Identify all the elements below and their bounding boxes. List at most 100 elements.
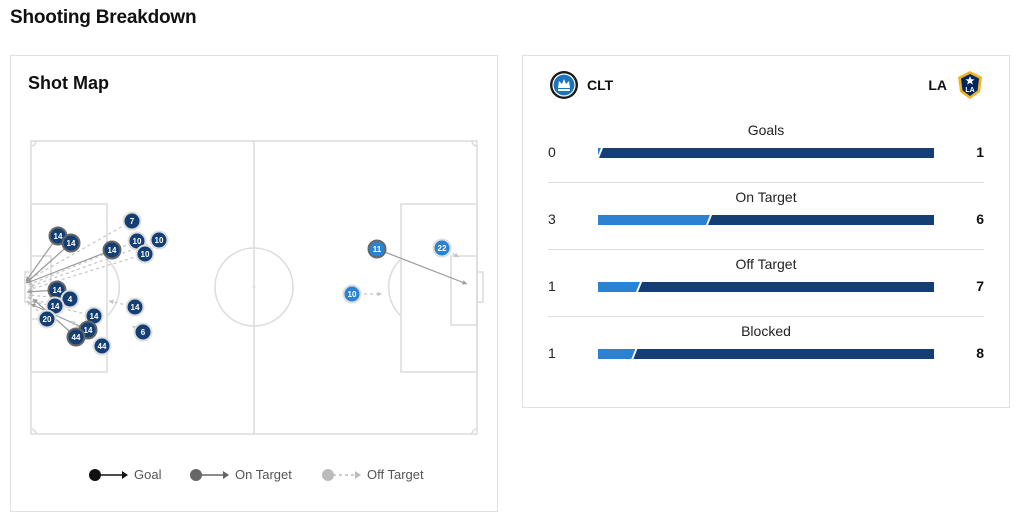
shot-arrowhead (27, 301, 32, 306)
center-spot (252, 285, 256, 289)
shot-marker[interactable]: 20 (37, 309, 57, 329)
shot-player-number: 10 (141, 250, 150, 259)
shot-player-number: 14 (131, 303, 140, 312)
stat-row-blocked: Blocked 1 8 (548, 317, 984, 384)
legend-on-target: On Target (189, 467, 292, 482)
stat-home-value: 3 (548, 211, 556, 227)
stat-bar-home (598, 349, 635, 359)
stat-bar (598, 349, 934, 359)
shot-marker[interactable]: 4 (60, 289, 80, 309)
stat-bar-away (708, 215, 934, 225)
shot-arrowhead (31, 303, 36, 308)
right-goal-area (450, 255, 478, 326)
shot-marker[interactable]: 10 (135, 244, 155, 264)
away-logo-monogram: LA (965, 87, 974, 94)
shot-marker[interactable]: 14 (61, 233, 81, 253)
shot-arrowhead (462, 280, 467, 285)
shot-player-number: 14 (90, 312, 99, 321)
charlotte-fc-crown-logo-icon (549, 70, 579, 100)
shot-player-number: 14 (84, 326, 93, 335)
shot-trajectory-line (26, 300, 48, 320)
shot-trajectory-line (108, 300, 136, 308)
shot-marker[interactable]: 44 (66, 327, 86, 347)
shot-marker[interactable]: 10 (149, 230, 169, 250)
corner-arc (30, 428, 37, 435)
stat-label: Blocked (741, 323, 791, 339)
shot-trajectory-line (26, 296, 56, 307)
shot-player-number: 6 (141, 328, 146, 337)
stat-row-off-target: Off Target 1 7 (548, 250, 984, 317)
shot-marker[interactable]: 14 (102, 240, 122, 260)
away-team-abbr: LA (928, 77, 947, 93)
shot-arrowhead (109, 299, 114, 305)
stat-away-value: 6 (976, 211, 984, 227)
on-target-marker-icon (190, 468, 229, 481)
stat-bar (598, 215, 934, 225)
stat-away-value: 8 (976, 345, 984, 361)
shot-arrowhead (27, 289, 32, 294)
shot-arrowhead (33, 299, 38, 304)
away-team[interactable]: LA LA (928, 70, 985, 100)
legend-off-target-label: Off Target (367, 467, 424, 482)
stat-bar-away (599, 148, 934, 158)
right-goal (476, 271, 484, 303)
shot-marker[interactable]: 14 (125, 297, 145, 317)
shot-player-number: 11 (373, 245, 382, 254)
shot-map-title: Shot Map (28, 73, 109, 93)
shot-player-number: 10 (133, 237, 142, 246)
shot-marker[interactable]: 11 (367, 239, 387, 259)
center-circle (214, 247, 294, 327)
shot-arrowhead (26, 276, 31, 281)
shot-player-number: 44 (98, 342, 107, 351)
shot-map-card: Shot Map 7 14 14 14 10 10 10 14 4 14 14 14 20 14 6 44 44… (10, 55, 498, 512)
shot-player-number: 14 (54, 232, 63, 241)
shot-arrowhead (27, 296, 32, 301)
stat-home-value: 0 (548, 144, 556, 160)
shot-marker[interactable]: 7 (122, 211, 142, 231)
shot-player-number: 10 (155, 236, 164, 245)
stat-label: Goals (747, 122, 785, 138)
stat-bar (598, 148, 934, 158)
left-penalty-arc (106, 258, 121, 317)
stat-bar-home (598, 215, 710, 225)
shot-trajectory-line (25, 242, 72, 284)
shot-player-number: 10 (348, 290, 357, 299)
shot-player-number: 22 (438, 244, 447, 253)
legend-on-target-label: On Target (235, 467, 292, 482)
corner-arc (471, 428, 478, 435)
stat-bar (598, 282, 934, 292)
shot-player-number: 14 (53, 286, 62, 295)
stat-bar-home (598, 282, 640, 292)
shot-trajectory-line (26, 249, 113, 284)
shot-map-pitch: 7 14 14 14 10 10 10 14 4 14 14 14 20 14 6 44 44 11 22 10 (24, 140, 484, 435)
shot-player-number: 14 (51, 302, 60, 311)
goal-marker-icon (89, 468, 128, 481)
shot-marker[interactable]: 44 (92, 336, 112, 356)
shot-arrowhead (28, 286, 33, 291)
shot-markers: 7 14 14 14 10 10 10 14 4 14 14 14 20 14 6 44 44 11 22 10 (37, 211, 452, 356)
shot-marker[interactable]: 22 (432, 238, 452, 258)
shot-trajectory-line (376, 248, 468, 285)
shot-trajectory-line (25, 220, 133, 282)
right-penalty-area (400, 203, 478, 373)
off-target-marker-icon (322, 468, 361, 481)
shot-arrowhead (71, 321, 76, 326)
legend-goal: Goal (88, 467, 161, 482)
shot-player-number: 20 (43, 315, 52, 324)
home-team[interactable]: CLT (549, 70, 613, 100)
stat-home-value: 1 (548, 278, 556, 294)
legend-off-target: Off Target (321, 467, 424, 482)
stat-home-value: 1 (548, 345, 556, 361)
shot-player-number: 4 (68, 295, 73, 304)
legend-goal-label: Goal (134, 467, 162, 482)
shot-marker[interactable]: 10 (342, 284, 362, 304)
shot-player-number: 14 (67, 239, 76, 248)
home-team-abbr: CLT (587, 77, 614, 93)
shot-arrowhead (454, 252, 459, 257)
stat-row-goals: Goals 0 1 (548, 116, 984, 183)
stat-away-value: 7 (976, 278, 984, 294)
shot-player-number: 44 (72, 333, 81, 342)
stat-row-on-target: On Target 3 6 (548, 183, 984, 250)
shot-marker[interactable]: 6 (133, 322, 153, 342)
stat-bar-away (633, 349, 934, 359)
